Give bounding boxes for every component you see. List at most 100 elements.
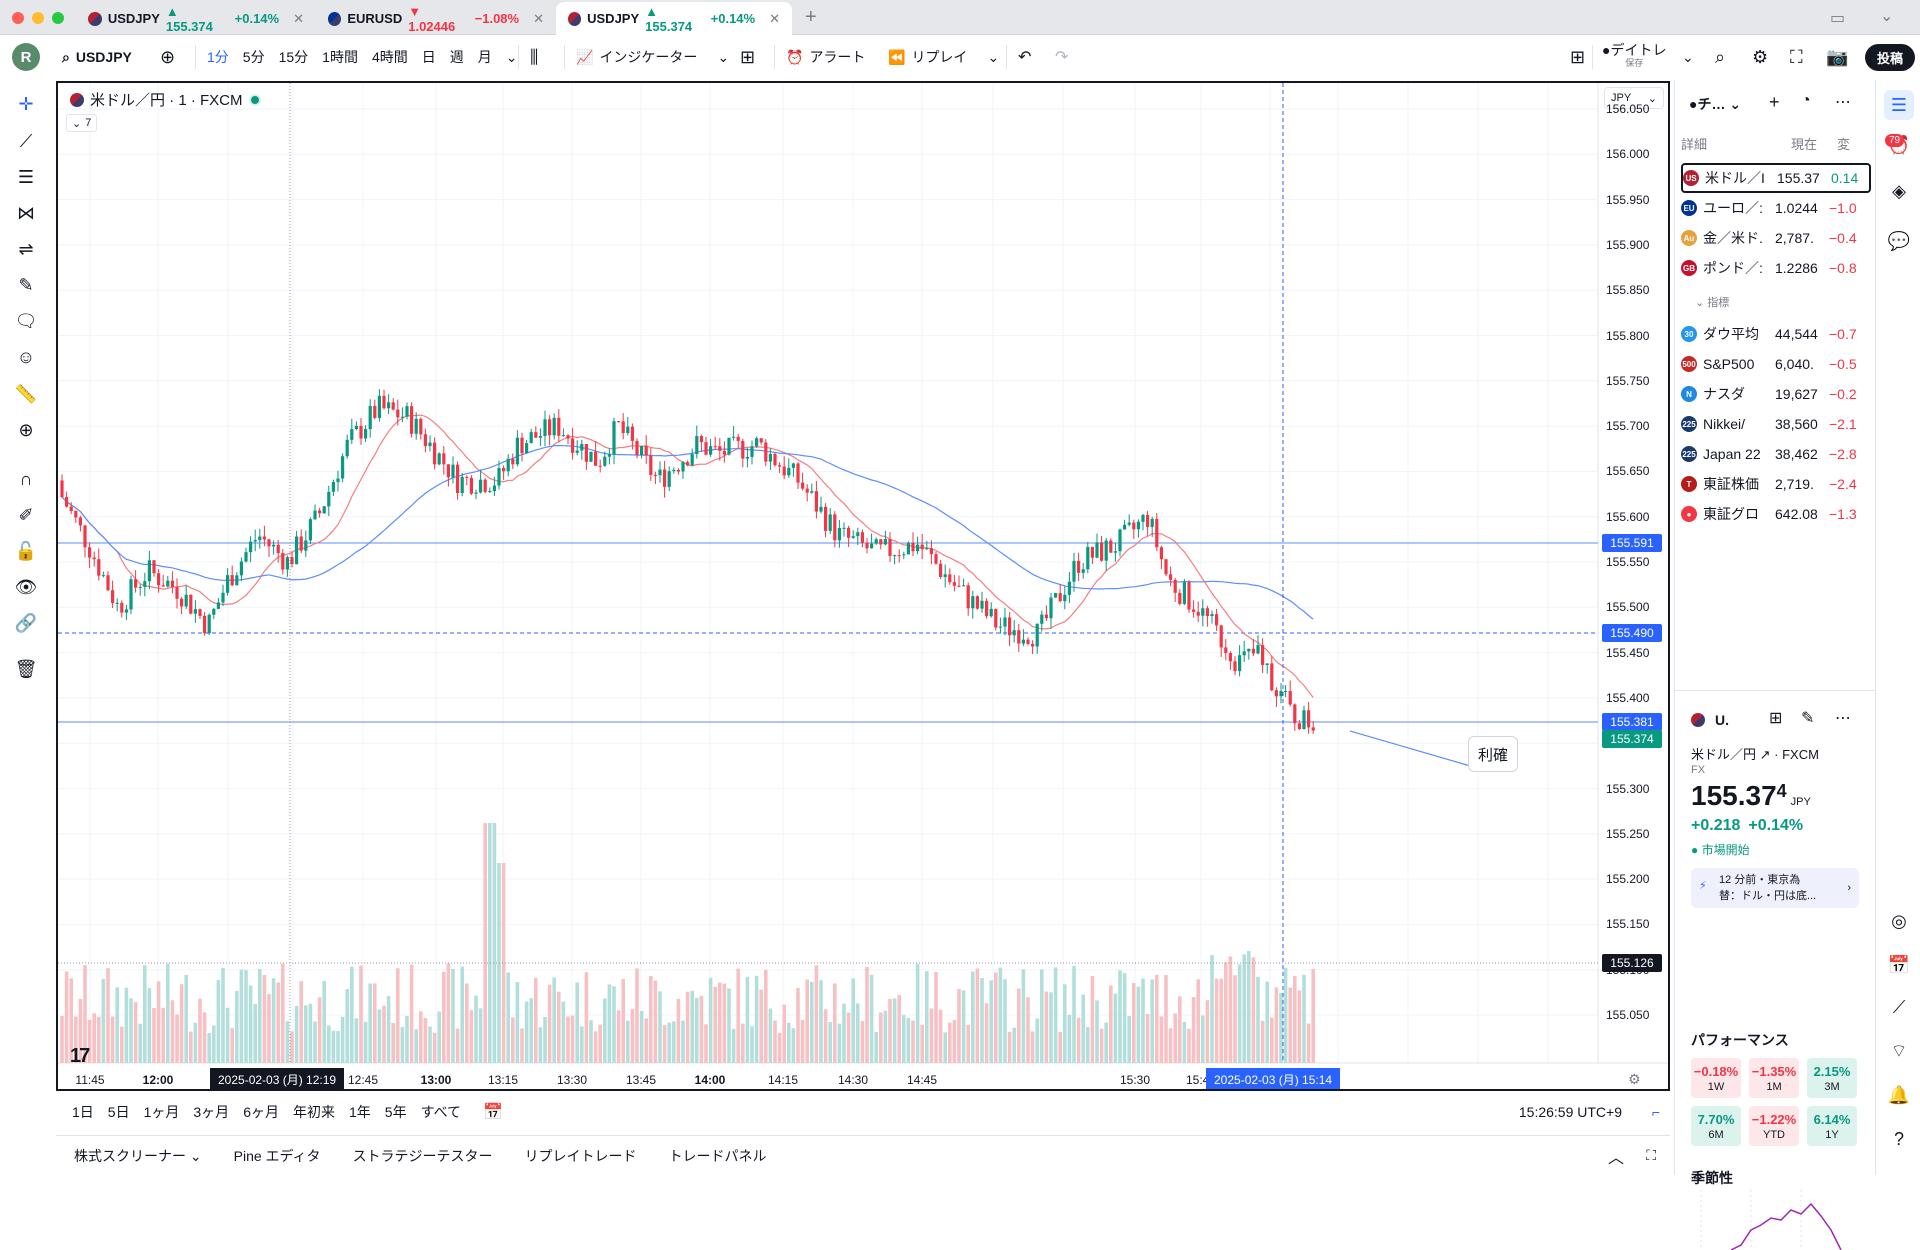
tf-week[interactable]: 週 <box>449 49 464 65</box>
link-icon[interactable]: 🔗 <box>14 612 38 633</box>
tf-day[interactable]: 日 <box>421 49 436 65</box>
watchlist-row[interactable]: 225 Japan 22 38,462 −2.8 <box>1681 439 1871 469</box>
tf-5m[interactable]: 5分 <box>242 49 265 65</box>
goto-date-icon[interactable]: 📅 <box>483 1104 503 1121</box>
crosshair-icon[interactable]: ✛ <box>18 93 34 114</box>
lock-icon[interactable]: 🔓 <box>14 540 38 561</box>
tab-usdjpy-1[interactable]: USDJPY ▲ 155.374 +0.14% ✕ <box>76 2 316 35</box>
post-button[interactable]: 投稿 <box>1865 44 1915 71</box>
instrument-name[interactable]: 米ドル／円 <box>1691 747 1757 762</box>
range-5d[interactable]: 5日 <box>107 1104 130 1120</box>
help-icon[interactable]: ? <box>1893 1128 1904 1149</box>
chart-pie-icon[interactable]: ◔ <box>1801 92 1811 109</box>
candle-style-icon[interactable]: ⫼ <box>530 46 539 67</box>
more-icon[interactable]: ⋯ <box>1835 94 1851 111</box>
tf-1h[interactable]: 1時間 <box>322 49 358 65</box>
layout-grid-icon[interactable]: ⊞ <box>1570 46 1586 67</box>
maximize-panel-icon[interactable]: ⛶ <box>1646 1147 1656 1163</box>
close-tab-icon[interactable]: ✕ <box>769 10 780 26</box>
tab-strategy-tester[interactable]: ストラテジーテスター <box>352 1147 493 1164</box>
tab-usdjpy-active[interactable]: USDJPY ▲ 155.374 +0.14% ✕ <box>556 2 792 35</box>
replay-button[interactable]: ⏪ リプレイ ⌄ <box>888 35 999 79</box>
performance-cell[interactable]: 6.14% 1Y <box>1807 1106 1857 1146</box>
undo-icon[interactable]: ↶ <box>1018 49 1032 66</box>
performance-cell[interactable]: 7.70% 6M <box>1691 1106 1741 1146</box>
watchlist-row[interactable]: T 東証株価 2,719. −2.4 <box>1681 469 1871 499</box>
tf-4h[interactable]: 4時間 <box>371 49 408 65</box>
tradingview-logo[interactable]: 17 <box>70 1045 90 1067</box>
sidebar-toggle-icon[interactable]: ▭ <box>1830 10 1846 27</box>
range-all[interactable]: すべて <box>420 1104 462 1120</box>
close-tab-icon[interactable]: ✕ <box>533 10 544 26</box>
performance-cell[interactable]: −0.18% 1W <box>1691 1058 1741 1098</box>
chat-icon[interactable]: 💬 <box>1887 230 1911 251</box>
window-zoom-icon[interactable] <box>52 12 64 24</box>
watchlist-icon[interactable]: ☰ <box>1884 90 1914 120</box>
chevron-up-icon[interactable]: ︿ <box>1607 1149 1624 1167</box>
edit-icon[interactable]: ✎ <box>1801 710 1815 727</box>
templates-icon[interactable]: ⊞ <box>740 46 756 67</box>
tab-trade-panel[interactable]: トレードパネル <box>668 1147 767 1164</box>
chevron-down-icon[interactable]: ⌄ <box>1682 48 1694 65</box>
window-close-icon[interactable] <box>12 12 24 24</box>
tf-15m[interactable]: 15分 <box>278 49 309 65</box>
tf-1m[interactable]: 1分 <box>207 49 229 65</box>
avatar[interactable]: R <box>12 43 40 71</box>
watchlist-row[interactable]: ● 東証グロ 642.08 −1.3 <box>1681 499 1871 529</box>
watchlist-row[interactable]: 225 Nikkei/38,560 −2.1 <box>1681 409 1871 439</box>
watchlist-title[interactable]: ●チ… ⌄ <box>1689 96 1742 112</box>
performance-cell[interactable]: −1.35% 1M <box>1749 1058 1799 1098</box>
symbol-search[interactable]: ⌕ USDJPY <box>62 35 132 79</box>
chart-pane[interactable]: 米ドル／円 · 1 · FXCM ⌄ 7 JPY ⌄ 156.050 156.00… <box>56 81 1670 1091</box>
details-symbol[interactable]: U. <box>1715 712 1729 728</box>
watchlist-row[interactable]: US 米ドル／I 155.37 0.14 <box>1681 163 1871 193</box>
range-1y[interactable]: 1年 <box>348 1104 371 1120</box>
calendar-icon[interactable]: 📅 <box>1887 954 1911 975</box>
ruler-icon[interactable]: 📏 <box>14 383 38 404</box>
note-annotation[interactable]: 利確 <box>1468 736 1518 772</box>
auto-scale-icon[interactable]: ⌐ <box>1651 1104 1660 1120</box>
tab-pine-editor[interactable]: Pine エディタ <box>233 1147 321 1164</box>
watchlist-row[interactable]: 500 S&P500 6,040. −0.5 <box>1681 349 1871 379</box>
settings-gear-icon[interactable]: ⚙ <box>1752 46 1769 67</box>
performance-cell[interactable]: 2.15% 3M <box>1807 1058 1857 1098</box>
range-1m[interactable]: 1ヶ月 <box>143 1104 180 1120</box>
timeframe-dropdown-icon[interactable]: ⌄ <box>505 48 518 65</box>
grid-icon[interactable]: ⊞ <box>1769 710 1783 727</box>
col-change[interactable]: 変 <box>1837 137 1851 152</box>
performance-cell[interactable]: −1.22% YTD <box>1749 1106 1799 1146</box>
text-annotation-icon[interactable]: 🗨 <box>14 310 38 331</box>
indicators-button[interactable]: 📈 インジケーター ⌄ <box>576 35 729 79</box>
bell-icon[interactable]: 🔔 <box>1887 1084 1911 1105</box>
redo-icon[interactable]: ↷ <box>1055 49 1069 66</box>
quick-search-icon[interactable]: ⌕ <box>1715 46 1726 67</box>
tab-replay-trade[interactable]: リプレイトレード <box>524 1147 637 1164</box>
chart-line-icon[interactable]: ⟋ <box>1892 996 1906 1017</box>
range-ytd[interactable]: 年初来 <box>292 1104 335 1120</box>
seasonality-chart[interactable] <box>1691 1190 1861 1250</box>
price-chart-canvas[interactable] <box>58 83 1668 1089</box>
prediction-icon[interactable]: ⇌ <box>18 238 34 259</box>
window-minimize-icon[interactable] <box>32 12 44 24</box>
watchlist-row[interactable]: Au 金／米ド. 2,787. −0.4 <box>1681 223 1871 253</box>
emoji-icon[interactable]: ☺ <box>16 346 36 367</box>
zoom-in-icon[interactable]: ⊕ <box>18 419 34 440</box>
brush-icon[interactable]: ✎ <box>18 274 34 295</box>
watchlist-row[interactable]: N ナスダ 19,627 −0.2 <box>1681 379 1871 409</box>
new-tab-icon[interactable]: + <box>805 6 817 28</box>
range-6m[interactable]: 6ヶ月 <box>243 1104 279 1120</box>
pattern-icon[interactable]: ⋈ <box>17 202 35 223</box>
timezone-clock[interactable]: 15:26:59 UTC+9 <box>1518 1104 1622 1120</box>
chart-legend[interactable]: 米ドル／円 · 1 · FXCM <box>70 89 261 110</box>
camera-snapshot-icon[interactable]: 📷 <box>1826 46 1849 67</box>
trash-icon[interactable]: 🗑 <box>14 658 38 679</box>
scale-settings-icon[interactable]: ⚙ <box>1628 1071 1641 1087</box>
fullscreen-icon[interactable]: ⛶ <box>1790 46 1803 67</box>
compare-add-icon[interactable]: ⊕ <box>160 46 176 67</box>
range-1d[interactable]: 1日 <box>72 1104 94 1120</box>
indicators-collapse-toggle[interactable]: ⌄ 7 <box>66 114 98 132</box>
layout-menu[interactable]: ●デイトレ 保存 <box>1602 35 1666 79</box>
fib-retracement-icon[interactable]: ☰ <box>17 166 35 187</box>
watchlist-row[interactable]: GB ポンド／: 1.2286 −0.8 <box>1681 253 1871 283</box>
broadcast-icon[interactable]: ⌔ <box>1890 1040 1908 1061</box>
